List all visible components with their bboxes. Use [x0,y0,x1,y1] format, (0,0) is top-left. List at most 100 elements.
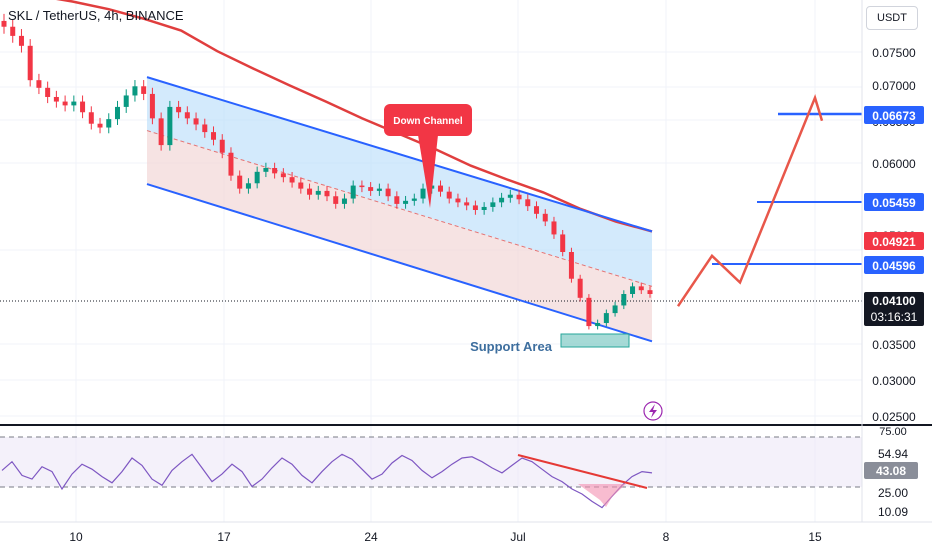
candle-body [62,101,68,106]
candle-body [272,168,278,174]
oscillator-current-tag [864,462,918,479]
candle-body [167,106,173,146]
time-axis: 10 17 24 Jul 8 15 [69,530,822,544]
candle-body [534,206,540,214]
oscillator-dip-fill [578,484,626,507]
candle-body [446,191,452,199]
candle-body [97,123,103,128]
candle-body [184,112,190,119]
channel-upper-fill [147,77,652,287]
oscillator-divergence-line [517,454,648,489]
candle-body [106,119,112,128]
svg-text:0.04921: 0.04921 [872,235,916,249]
candle-body [1,20,7,27]
oscillator-value-current: 43.08 [876,464,906,478]
candle-body [263,168,269,172]
time-tick-15: 15 [808,530,822,544]
candle-body [219,139,225,153]
candle-body [280,173,286,178]
candle-body [298,182,304,189]
oscillator-tick-25: 25.00 [878,486,908,500]
projection-path [676,93,824,307]
candle-body [71,101,77,106]
candle-body [630,286,636,294]
candle-body [385,188,391,197]
candle-body [560,234,566,252]
svg-text:0.05459: 0.05459 [872,196,916,210]
candle-body [376,188,382,191]
price-tick-label: 0.06000 [872,157,916,171]
candle-body [499,197,505,203]
moving-average-price-tag: 0.04921 [864,232,924,250]
candle-body [315,190,321,195]
candle-body [586,297,592,327]
candle-body [80,101,86,113]
last-price-tag: 0.04100 03:16:31 [864,292,924,326]
time-tick-jul: Jul [510,530,525,544]
price-tick-label: 0.02500 [872,410,916,424]
candle-body [53,96,59,102]
candle-body [36,80,42,88]
candle-body [621,294,627,306]
candle-body [324,190,330,197]
candle-body [341,198,347,204]
candle-body [394,196,400,204]
candle-body [612,305,618,314]
candle-body [27,45,33,81]
candle-body [638,286,644,291]
candle-body [490,202,496,207]
last-price-value: 0.04100 [872,294,916,308]
time-tick-24: 24 [364,530,378,544]
price-candles [1,13,653,330]
currency-button[interactable]: USDT [866,6,918,30]
candle-body [202,124,208,133]
bar-countdown: 03:16:31 [871,310,918,324]
candle-body [368,187,374,191]
candle-body [132,86,138,96]
channel-lower-line [146,183,653,343]
candle-body [88,112,94,124]
candle-body [289,177,295,183]
candle-body [158,118,164,146]
time-tick-17: 17 [217,530,231,544]
candle-body [525,199,531,207]
svg-text:0.04596: 0.04596 [872,259,916,273]
down-channel-callout: Down Channel [384,104,472,208]
candle-body [45,87,51,97]
candle-body [464,202,470,206]
candle-body [228,152,234,176]
candle-body [307,188,313,195]
price-tick-label: 0.03500 [872,338,916,352]
down-channel-pointer [418,135,438,208]
candle-body [333,196,339,204]
support-area-box [560,333,630,348]
candle-body [211,132,217,140]
candle-body [603,313,609,324]
candle-body [350,185,356,199]
candle-body [551,221,557,235]
channel-upper-line [146,76,653,233]
candle-body [577,278,583,298]
candle-body [507,194,513,198]
candle-body [437,185,443,192]
candle-body [114,106,120,120]
lightning-icon[interactable] [643,401,663,421]
oscillator-line [1,453,653,509]
candle-body [10,26,16,36]
price-tick-label: 0.03000 [872,374,916,388]
time-tick-10: 10 [69,530,83,544]
candle-body [403,200,409,204]
candle-body [568,252,574,279]
candle-body [149,93,155,119]
candle-body [411,198,417,201]
price-tick-label: 0.07500 [872,46,916,60]
level-1-price-tag: 0.04596 [864,256,924,274]
oscillator-axis: 75.00 54.94 43.08 25.00 10.09 [864,426,918,519]
down-channel-label: Down Channel [393,116,463,127]
oscillator-band [0,437,862,487]
candle-body [481,206,487,210]
candle-body [455,198,461,203]
support-area-label: Support Area [470,339,553,354]
svg-text:0.06673: 0.06673 [872,109,916,123]
candle-body [245,183,251,189]
